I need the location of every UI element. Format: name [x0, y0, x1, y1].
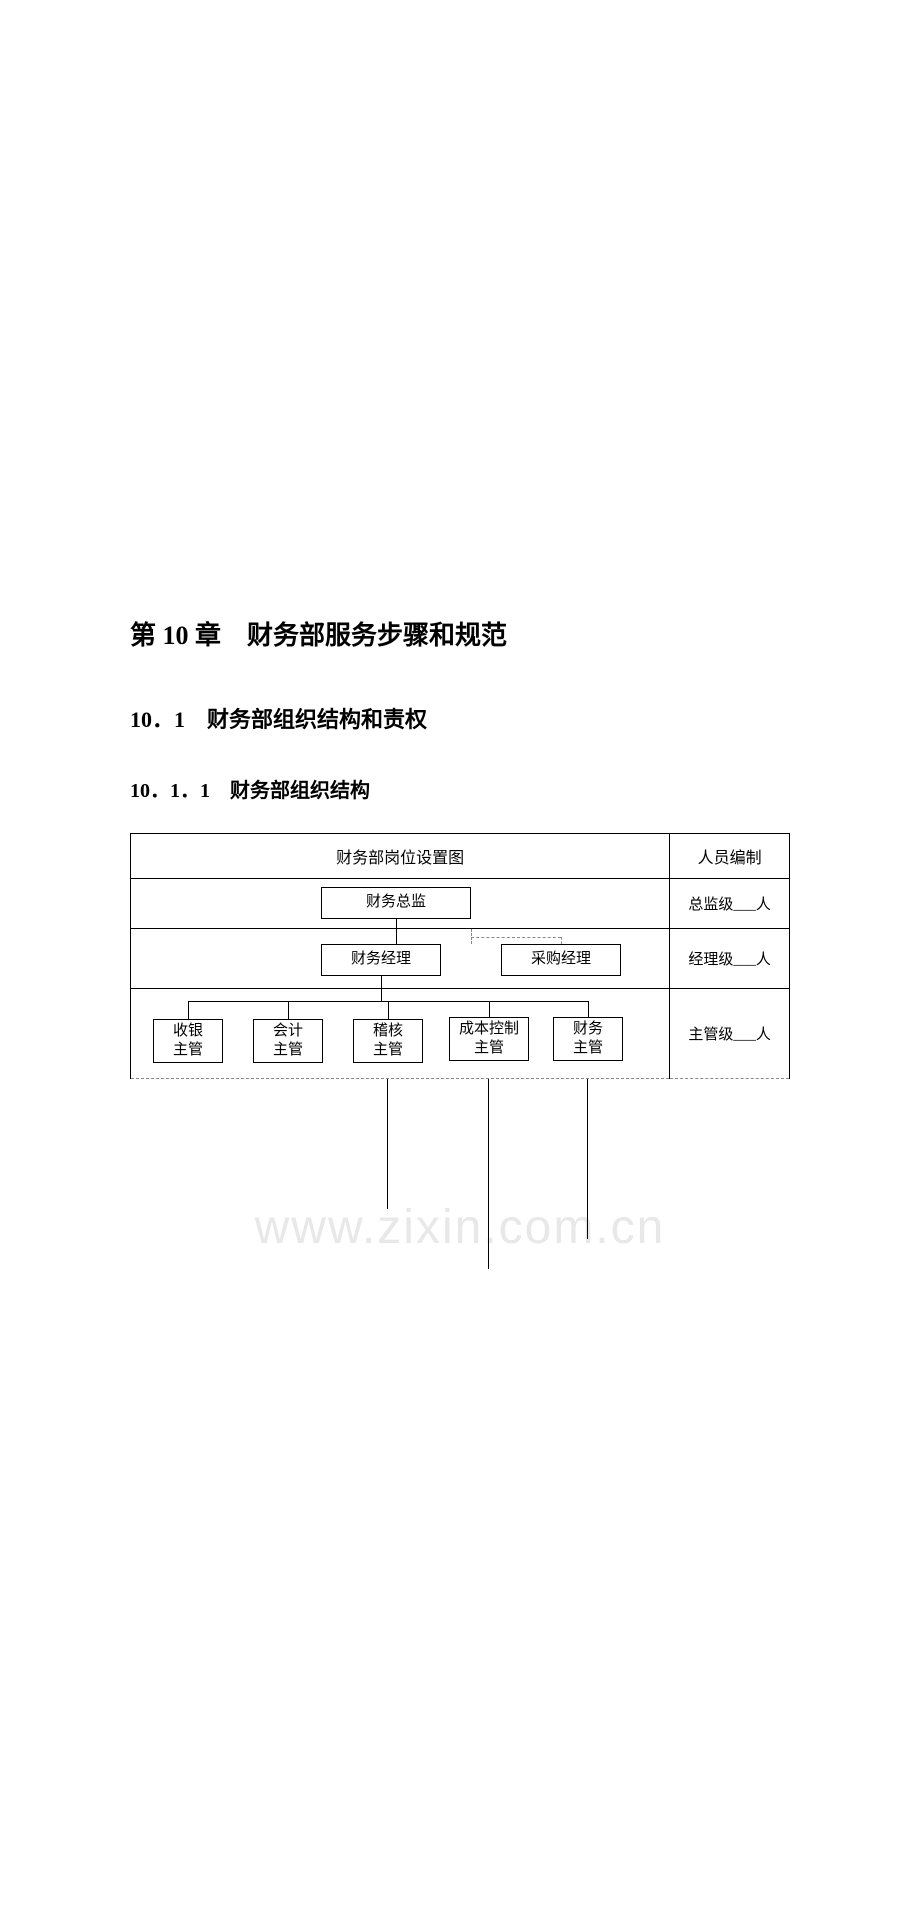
acct-label2: 主管	[273, 1041, 303, 1061]
cost-node: 成本控制 主管	[449, 1017, 529, 1061]
acct-label1: 会计	[273, 1022, 303, 1042]
fin-label2: 主管	[573, 1039, 603, 1059]
audit-label1: 稽核	[373, 1022, 403, 1042]
connector-line	[381, 976, 382, 989]
connector-dashed	[561, 937, 562, 944]
connector-line	[471, 937, 561, 938]
staff-title-cell: 人员编制	[670, 834, 790, 879]
connector-line	[396, 919, 397, 929]
document-content: 第 10 章 财务部服务步骤和规范 10．1 财务部组织结构和责权 10．1．1…	[0, 615, 920, 1279]
proc-mgr-node: 采购经理	[501, 944, 621, 976]
audit-node: 稽核 主管	[353, 1019, 423, 1063]
connector-line	[388, 1001, 389, 1019]
extended-lines	[130, 1079, 790, 1279]
fin-mgr-label: 财务经理	[351, 950, 411, 970]
level3-staff-cell: 主管级___人	[670, 989, 790, 1079]
level1-chart-cell: 财务总监	[131, 879, 670, 929]
proc-mgr-label: 采购经理	[531, 950, 591, 970]
connector-line	[381, 989, 382, 1001]
director-label: 财务总监	[366, 893, 426, 913]
extend-line	[387, 1079, 388, 1209]
connector-line	[588, 1001, 589, 1017]
level2-row: 财务经理 采购经理 经理级___人	[131, 929, 790, 989]
connector-line	[188, 1001, 189, 1019]
fin-node: 财务 主管	[553, 1017, 623, 1061]
chapter-title: 第 10 章 财务部服务步骤和规范	[130, 615, 790, 652]
level2-chart-cell: 财务经理 采购经理	[131, 929, 670, 989]
director-node: 财务总监	[321, 887, 471, 919]
table-header-row: 财务部岗位设置图 人员编制	[131, 834, 790, 879]
level1-staff-cell: 总监级___人	[670, 879, 790, 929]
fin-label1: 财务	[573, 1020, 603, 1040]
chart-title-cell: 财务部岗位设置图	[131, 834, 670, 879]
subsection-title: 10．1．1 财务部组织结构	[130, 774, 790, 803]
cashier-node: 收银 主管	[153, 1019, 223, 1063]
level3-row: 收银 主管 会计 主管 稽核 主管 成本控制 主管	[131, 989, 790, 1079]
connector-line	[288, 1001, 289, 1019]
connector-line	[489, 1001, 490, 1017]
level3-chart-cell: 收银 主管 会计 主管 稽核 主管 成本控制 主管	[131, 989, 670, 1079]
acct-node: 会计 主管	[253, 1019, 323, 1063]
cashier-label2: 主管	[173, 1041, 203, 1061]
section-title: 10．1 财务部组织结构和责权	[130, 702, 790, 734]
extend-line	[488, 1079, 489, 1269]
fin-mgr-node: 财务经理	[321, 944, 441, 976]
connector-line	[396, 929, 397, 944]
extend-line	[587, 1079, 588, 1239]
cost-label1: 成本控制	[459, 1020, 519, 1040]
level2-staff-cell: 经理级___人	[670, 929, 790, 989]
audit-label2: 主管	[373, 1041, 403, 1061]
level1-row: 财务总监 总监级___人	[131, 879, 790, 929]
cashier-label1: 收银	[173, 1022, 203, 1042]
org-chart-table: 财务部岗位设置图 人员编制 财务总监 总监级___人	[130, 833, 790, 1079]
cost-label2: 主管	[474, 1039, 504, 1059]
